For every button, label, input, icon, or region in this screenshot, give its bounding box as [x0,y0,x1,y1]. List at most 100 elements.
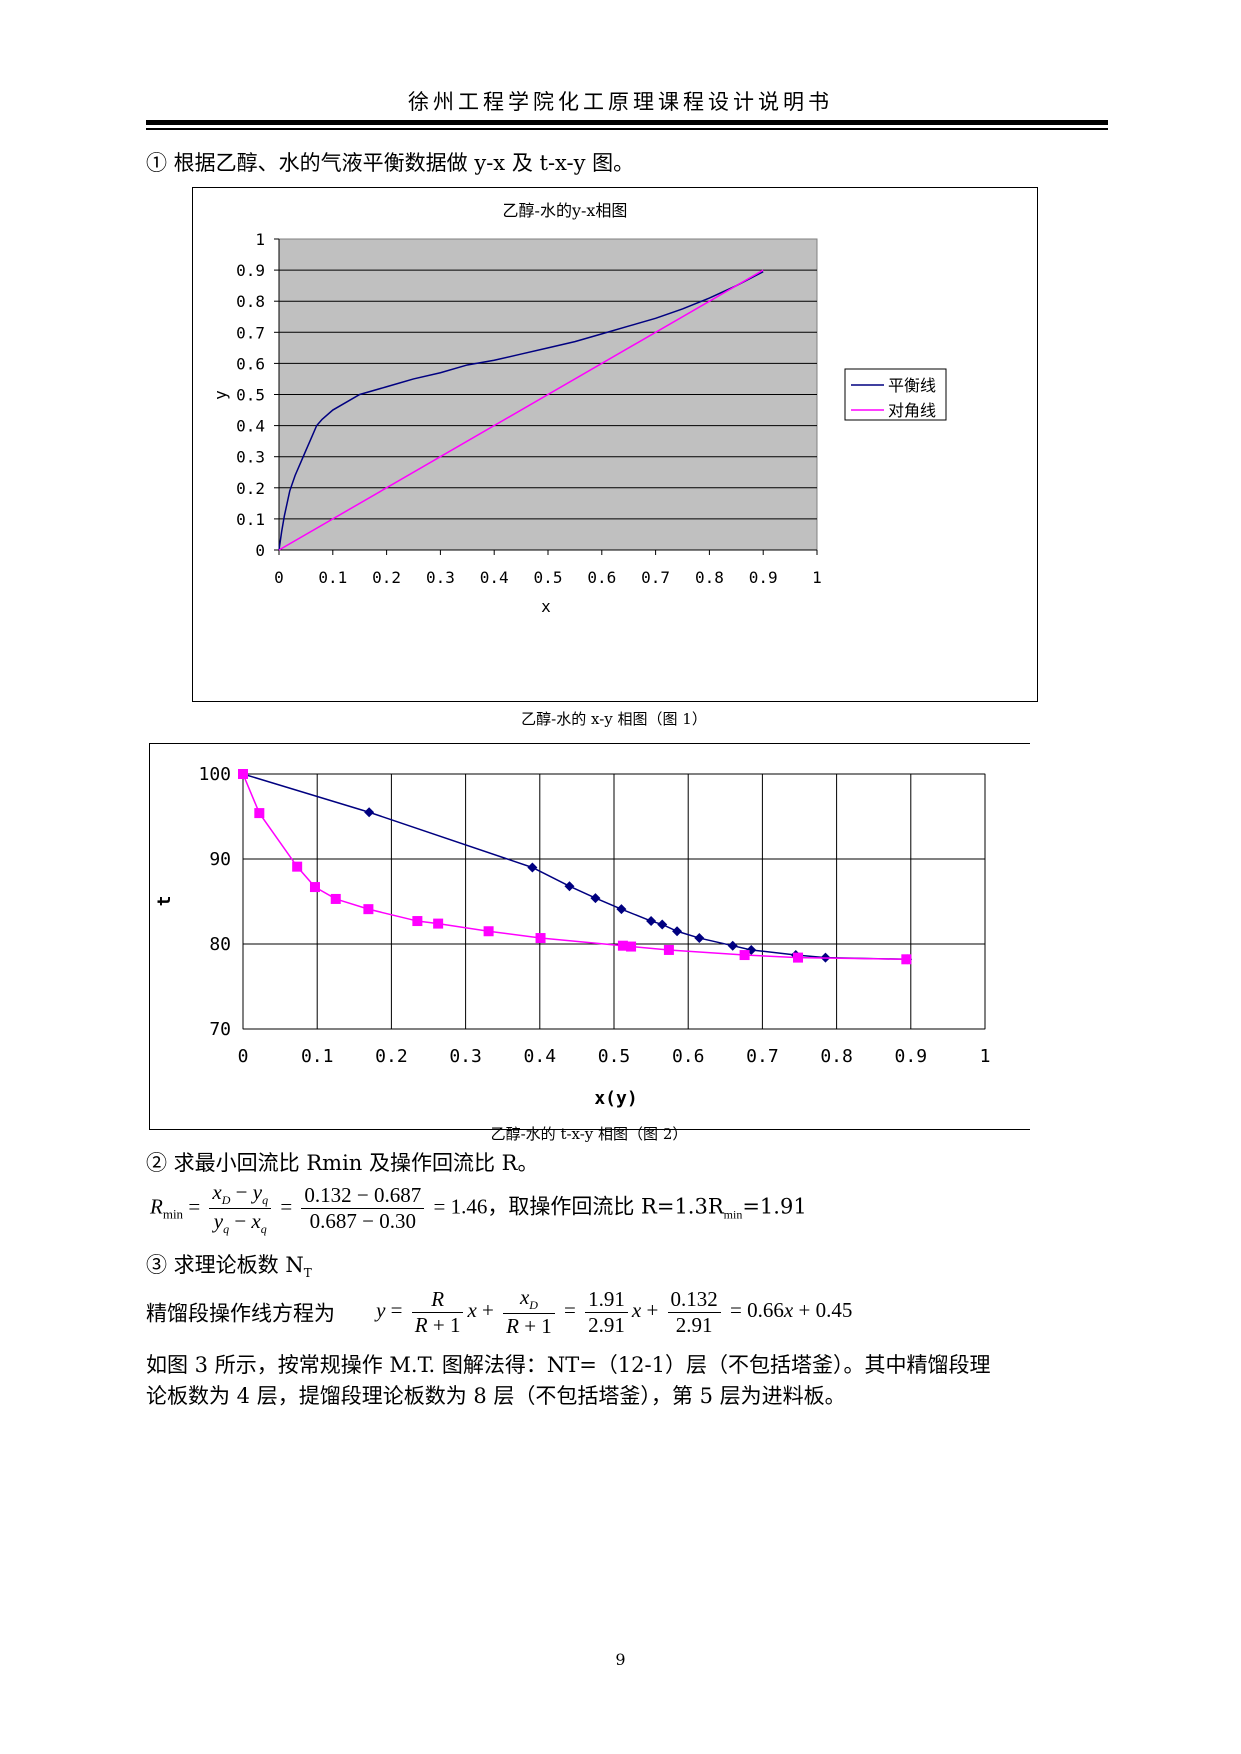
chart1-x-tick-label: 0 [274,568,284,587]
op-lead: 精馏段操作线方程为 [146,1301,335,1326]
chart1-x-tick-label: 0.1 [318,568,347,587]
chart1-y-tick-label: 0.9 [236,261,265,280]
op-x: x [467,1297,477,1322]
chart2-bubble-point-marker [793,952,804,963]
op-frac-v1: 1.91 2.91 [585,1287,628,1338]
header-rule-thick [146,120,1108,125]
step3-label: ③ 求理论板数 N [146,1253,304,1277]
rmin-symbolic-fraction: xD − yq yq − xq [209,1180,272,1237]
step3-text: ③ 求理论板数 NT [146,1250,312,1288]
rmin-tail: ，取操作回流比 R=1.3R [487,1194,724,1219]
chart2-x-tick-label: 0.8 [820,1046,853,1067]
chart2-bubble-point-marker [626,941,637,952]
op-v2d: 2.91 [675,1312,713,1337]
rmin-vden2: 0.30 [379,1209,417,1234]
rmin-num2-sub: q [262,1193,269,1208]
chart2-dew-point-marker [694,933,705,944]
op-xD: x [519,1285,530,1309]
op-xD-sub: D [529,1298,538,1313]
chart1-x-tick-label: 0.6 [587,568,616,587]
operating-line-equation: 精馏段操作线方程为 y = R R + 1 x + xD R + 1 = 1.9… [146,1285,853,1339]
chart1-x-tick-label: 0.7 [641,568,670,587]
rmin-tail-end: =1.91 [742,1194,807,1219]
chart2-x-tick-label: 0.4 [524,1046,557,1067]
chart1-x-tick-label: 0.9 [749,568,778,587]
chart2-bubble-point-marker [901,954,912,965]
chart2-dew-point-marker [616,904,627,915]
chart1-y-tick-label: 0.6 [236,354,265,373]
chart2-dew-point-marker [590,893,601,904]
rmin-den2-sub: q [260,1222,267,1237]
chart2-x-tick-label: 0.3 [449,1046,482,1067]
op-y: y [376,1297,386,1322]
chart1-svg: 乙醇-水的y-x相图 0 0.1 0.2 0.3 0.4 0.5 0.6 0.7 0.8 0.9 1 0… [211,201,947,616]
chart2-dew-point-marker [657,919,668,930]
chart1-series-line-2 [278,269,764,551]
op-frac-xd: xD R + 1 [503,1285,555,1339]
chart1-y-axis-label: y [211,390,230,400]
op-x2: x [631,1297,642,1322]
rmin-num2: y [252,1180,263,1204]
chart2-x-tick-label: 0.6 [672,1046,705,1067]
op-frac-r: R R + 1 [411,1287,464,1338]
op-frac-v2: 0.132 2.91 [667,1287,721,1338]
chart1-frame: 乙醇-水的y-x相图 0 0.1 0.2 0.3 0.4 0.5 0.6 0.7 0.8 0.9 1 0… [192,187,1038,702]
chart1-x-tick-label: 0.8 [695,568,724,587]
chart2-bubble-point-marker [330,893,341,904]
step1-text: ① 根据乙醇、水的气液平衡数据做 y-x 及 t-x-y 图。 [146,151,635,175]
chart2-x-tick-label: 0.9 [895,1046,928,1067]
chart2-x-tick-label: 0.2 [375,1046,408,1067]
chart2-bubble-point-marker [254,808,265,819]
conclusion-line2: 论板数为 4 层，提馏段理论板数为 8 层（不包括塔釜），第 5 层为进料板。 [146,1384,846,1408]
op-v2n: 0.132 [667,1287,721,1313]
chart2-bubble-point-marker [309,882,320,893]
chart1-y-tick-label: 0.5 [236,386,265,405]
chart2-bubble-point-marker [238,769,248,779]
chart2-bubble-point-marker [617,940,628,951]
chart2-dew-point-marker [564,881,575,892]
page-number: 9 [615,1650,626,1669]
chart2-x-tick-label: 0.1 [301,1046,334,1067]
chart2-bubble-point-marker [663,944,674,955]
chart1-legend [844,368,947,421]
rmin-result: 1.46 [450,1194,488,1219]
chart2-dew-point-marker [527,862,538,873]
chart2-x-tick-label: 0 [238,1046,249,1067]
chart2-svg: 0 0.1 0.2 0.3 0.4 0.5 0.6 0.7 0.8 0.9 1 70 80 90 100 x(… [154,764,991,1109]
chart1-x-tick-label: 0.3 [426,568,455,587]
chart2-x-axis-label: x(y) [594,1088,637,1109]
op-one-b: 1 [541,1314,552,1339]
chart2-x-tick-label: 0.5 [598,1046,631,1067]
rmin-num1-sub: D [221,1193,231,1208]
chart1-caption: 乙醇-水的 x-y 相图（图 1） [521,710,707,728]
chart2-y-tick-label: 100 [198,764,231,785]
chart2-caption: 乙醇-水的 t-x-y 相图（图 2） [490,1125,688,1143]
chart2-series-line-2 [242,773,907,961]
chart2-bubble-point-marker [412,916,423,927]
chart1-y-tick-label: 0 [255,541,265,560]
rmin-den1-sub: q [223,1222,230,1237]
op-x3: x [783,1297,794,1322]
rmin-den2: x [251,1209,261,1234]
rmin-numeric-fraction: 0.132 − 0.687 0.687 − 0.30 [301,1183,425,1234]
op-R1: R [414,1312,428,1337]
chart1-x-tick-label: 0.4 [480,568,509,587]
op-v1d: 2.91 [588,1312,625,1337]
page-header-title: 徐州工程学院化工原理课程设计说明书 [408,90,833,114]
chart2-dew-point-marker [746,944,757,955]
chart2-x-tick-label: 1 [980,1046,991,1067]
op-intercept: 0.45 [815,1297,853,1322]
rmin-vden1: 0.687 [309,1209,357,1234]
rmin-den1: y [213,1209,224,1234]
chart2-y-tick-label: 70 [209,1019,231,1040]
op-R2: R [506,1314,519,1339]
conclusion-line1: 如图 3 所示，按常规操作 M.T. 图解法得：NT=（12-1）层（不包括塔釜… [146,1353,991,1377]
rmin-lhs: R [150,1194,163,1219]
chart2-dew-point-marker [672,926,683,937]
chart2-bubble-point-marker [483,926,494,937]
rmin-tail-sub: min [723,1207,743,1222]
chart2-dew-point-marker [646,916,657,927]
header-rule-thin [146,128,1108,130]
chart2-y-tick-label: 90 [209,849,231,870]
op-one-a: 1 [449,1312,461,1337]
